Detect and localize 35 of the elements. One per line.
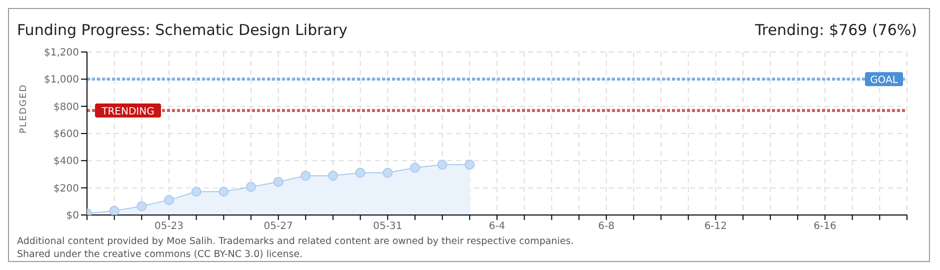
point bbox=[164, 195, 174, 206]
point bbox=[136, 201, 147, 212]
x-tick-label: 6-4 bbox=[488, 221, 506, 232]
point bbox=[109, 206, 120, 215]
x-tick-label: 05-31 bbox=[373, 221, 402, 232]
x-tick-label: 6-12 bbox=[704, 221, 728, 232]
chart-title: Funding Progress: Schematic Design Library bbox=[17, 21, 348, 39]
point bbox=[382, 168, 393, 178]
y-tick-label: $0 bbox=[66, 210, 79, 222]
point bbox=[410, 162, 420, 173]
point bbox=[355, 168, 366, 178]
y-tick-label: $800 bbox=[54, 102, 79, 113]
point bbox=[218, 186, 229, 197]
point bbox=[328, 170, 338, 181]
text: Shared under the creative commons (CC BY-NC 3.0) license. bbox=[17, 248, 304, 261]
y-tick-label: $1,200 bbox=[44, 48, 79, 59]
text: Additional content provided by Moe Salih. Trademarks and related content are owned by their respective companies. bbox=[17, 235, 574, 248]
chart-subtitle: Trending: $769 (76%) bbox=[754, 21, 917, 39]
y-axis-title: PLEDGED bbox=[19, 84, 30, 134]
ref-line-label: TRENDING bbox=[100, 106, 154, 118]
y-tick-label: $200 bbox=[54, 183, 79, 194]
point bbox=[273, 176, 284, 187]
ref-line-label: GOAL bbox=[870, 75, 898, 86]
point bbox=[300, 170, 311, 181]
point bbox=[246, 182, 256, 192]
x-tick-label: 6-16 bbox=[814, 221, 836, 232]
point bbox=[191, 186, 202, 197]
x-tick-label: 05-27 bbox=[264, 221, 293, 232]
y-tick-label: $1,000 bbox=[44, 74, 79, 86]
y-tick-label: $400 bbox=[54, 156, 79, 168]
y-tick-label: $600 bbox=[54, 129, 79, 140]
x-tick-label: 6-8 bbox=[598, 221, 615, 232]
point bbox=[464, 160, 475, 170]
point bbox=[437, 160, 448, 170]
x-tick-label: 05-23 bbox=[154, 221, 184, 232]
